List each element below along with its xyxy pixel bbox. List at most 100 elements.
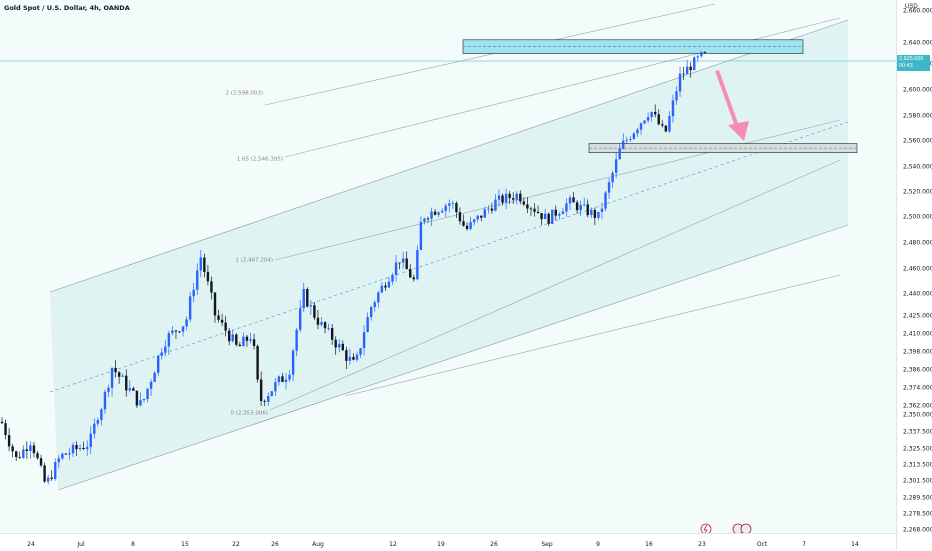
- candle: [174, 330, 178, 339]
- arrow-layer: [715, 69, 749, 141]
- candle-body: [618, 148, 621, 160]
- candle: [86, 440, 89, 456]
- candle: [391, 272, 394, 285]
- candle-body: [583, 204, 586, 206]
- channel-layer: [49, 19, 849, 491]
- candle: [54, 458, 57, 481]
- price-axis[interactable]: USD 2,660.0002,640.0002,620.0002,600.000…: [896, 0, 932, 550]
- candle-body: [313, 305, 316, 318]
- trendline-top: [264, 3, 716, 106]
- candle: [398, 262, 401, 270]
- candle: [590, 207, 593, 219]
- candle-body: [135, 390, 139, 406]
- candle-body: [522, 201, 526, 205]
- y-tick-label: 2,580.000: [903, 112, 932, 120]
- candle-body: [196, 270, 199, 290]
- candle-body: [398, 262, 401, 264]
- candle-body: [86, 446, 89, 450]
- last-price-tag: 2,625.665 00:43: [897, 55, 930, 71]
- candle: [203, 253, 206, 278]
- candle: [409, 264, 412, 278]
- candle: [228, 328, 231, 346]
- candle: [210, 276, 213, 300]
- candle: [377, 290, 380, 308]
- candle-body: [181, 326, 185, 332]
- candle: [256, 344, 259, 383]
- candle-body: [96, 419, 100, 424]
- candle: [494, 193, 497, 212]
- candle-body: [465, 225, 469, 229]
- candle-body: [36, 453, 39, 459]
- candle-body: [252, 339, 256, 346]
- currency-label[interactable]: USD: [905, 4, 918, 10]
- candle-body: [611, 172, 614, 183]
- candle-body: [682, 73, 685, 75]
- candle: [373, 300, 376, 312]
- candle: [238, 341, 242, 347]
- candle-body: [614, 159, 618, 173]
- candle-body: [306, 288, 309, 307]
- candle-body: [334, 339, 337, 348]
- candle: [89, 426, 92, 454]
- symbol-title[interactable]: Gold Spot / U.S. Dollar, 4h, OANDA: [4, 4, 130, 12]
- candle-body: [494, 199, 497, 211]
- candle: [46, 474, 50, 485]
- candle-body: [377, 292, 380, 303]
- candle-body: [210, 281, 213, 293]
- candle-body: [370, 307, 373, 318]
- candle-body: [455, 203, 458, 213]
- time-axis[interactable]: 24 Jul 8 15 22 26 Aug 12 19 26 Sep 9 16 23 Oct 7 14: [0, 533, 896, 551]
- x-tick-label: Sep: [541, 541, 553, 548]
- candle: [103, 389, 107, 414]
- candle-body: [622, 140, 625, 149]
- candle-body: [188, 296, 192, 320]
- candle: [320, 317, 323, 327]
- chart-canvas[interactable]: 2 (2,598.003) 1.65 (2,546.395) 1 (2,467.20…: [0, 0, 896, 533]
- candle-body: [330, 327, 334, 340]
- x-tick-label: 16: [645, 541, 653, 548]
- candle-body: [629, 138, 632, 140]
- candle: [625, 136, 628, 144]
- candle-body: [25, 449, 29, 451]
- candle-body: [32, 445, 36, 454]
- candle: [18, 451, 21, 460]
- candle: [235, 333, 238, 347]
- candle-body: [164, 346, 167, 353]
- candle: [380, 282, 384, 294]
- candle: [288, 369, 291, 383]
- candle-body: [171, 330, 174, 334]
- candle: [270, 391, 273, 397]
- candle-body: [299, 308, 302, 330]
- candle: [448, 199, 451, 213]
- candle: [547, 212, 550, 227]
- candle-body: [458, 212, 462, 222]
- candle: [490, 202, 494, 214]
- candle-body: [579, 204, 582, 211]
- candle: [313, 302, 316, 321]
- projection-arrow-shaft: [715, 69, 740, 130]
- candle: [242, 332, 245, 347]
- us-flag-icon: [740, 523, 752, 533]
- candle-body: [259, 379, 263, 401]
- y-tick-label: 2,480.000: [903, 239, 932, 247]
- candle: [405, 251, 408, 270]
- candle: [664, 125, 668, 133]
- candle-body: [668, 116, 671, 132]
- candle: [593, 207, 597, 226]
- candle: [345, 346, 348, 370]
- candle: [540, 212, 543, 225]
- projection-arrow-head: [728, 121, 749, 141]
- candle-body: [380, 285, 384, 293]
- candle: [465, 222, 469, 231]
- candle: [469, 216, 472, 231]
- candle: [323, 321, 327, 334]
- candle: [188, 292, 192, 323]
- candle: [306, 287, 309, 308]
- candle-body: [501, 195, 504, 203]
- candle: [515, 191, 518, 205]
- candle-body: [50, 477, 53, 479]
- candle: [199, 249, 202, 278]
- candle-body: [348, 356, 352, 361]
- candle: [39, 454, 43, 468]
- candle: [501, 193, 504, 206]
